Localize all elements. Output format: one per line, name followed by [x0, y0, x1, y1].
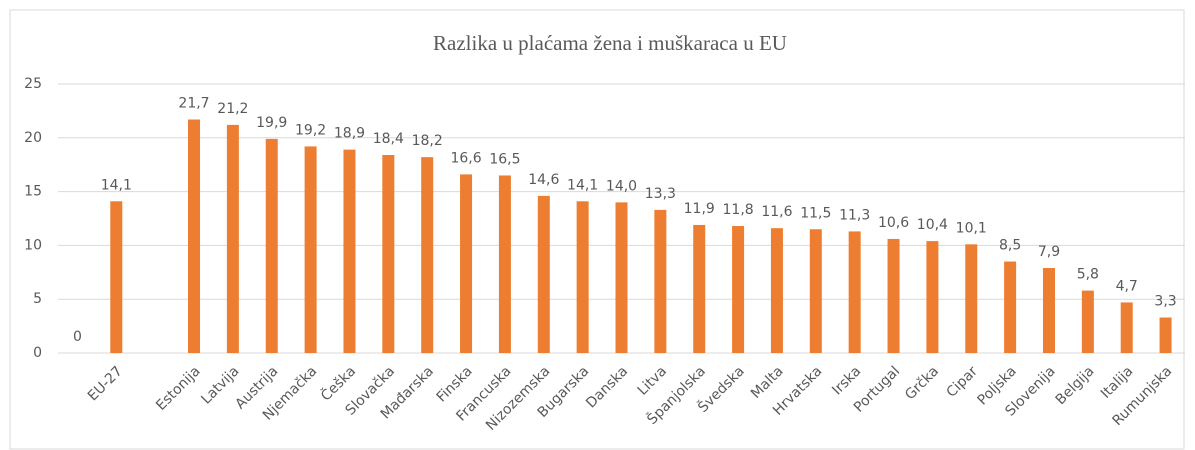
y-tick-label: 5: [33, 291, 42, 307]
value-label: 11,6: [761, 204, 792, 220]
bar: [226, 124, 239, 353]
value-label: 0: [73, 329, 82, 345]
value-label: 10,6: [878, 215, 909, 231]
bar: [615, 202, 628, 353]
value-label: 21,7: [178, 96, 209, 112]
value-label: 19,9: [256, 115, 287, 131]
value-label: 14,1: [567, 177, 598, 193]
y-tick-label: 10: [24, 237, 42, 253]
value-label: 11,5: [800, 205, 831, 221]
value-label: 13,3: [645, 186, 676, 202]
bar: [537, 195, 550, 353]
bar: [732, 226, 745, 353]
y-tick-label: 0: [33, 345, 42, 361]
value-label: 8,5: [999, 238, 1021, 254]
bar: [460, 174, 473, 353]
value-label: 7,9: [1038, 244, 1060, 260]
bar: [576, 201, 589, 353]
bar: [1081, 290, 1094, 353]
value-label: 10,1: [956, 220, 987, 236]
bar: [770, 228, 783, 353]
y-tick-label: 20: [24, 130, 42, 146]
bar: [343, 149, 356, 353]
y-tick-label: 25: [24, 76, 42, 92]
value-label: 3,3: [1154, 293, 1176, 309]
bar: [926, 241, 939, 353]
value-label: 16,6: [450, 150, 481, 166]
bar: [1159, 317, 1172, 353]
value-label: 11,9: [684, 201, 715, 217]
chart-frame: [9, 9, 1185, 450]
bar: [110, 201, 123, 353]
bar: [498, 175, 511, 353]
bar: [304, 146, 317, 353]
value-label: 14,6: [528, 172, 559, 188]
value-label: 21,2: [217, 101, 248, 117]
bar: [188, 119, 201, 354]
bar: [1042, 267, 1055, 353]
y-tick-label: 15: [24, 184, 42, 200]
value-label: 10,4: [917, 217, 948, 233]
value-label: 11,3: [839, 207, 870, 223]
value-label: 18,2: [412, 133, 443, 149]
value-label: 16,5: [489, 151, 520, 167]
bar: [1004, 261, 1017, 353]
bar: [848, 231, 861, 353]
bar: [965, 244, 978, 353]
bar: [382, 155, 395, 353]
value-label: 18,9: [334, 126, 365, 142]
bar: [654, 209, 667, 353]
bar: [421, 157, 434, 353]
value-label: 14,1: [101, 177, 132, 193]
value-label: 18,4: [373, 131, 404, 147]
bar: [265, 138, 278, 353]
value-label: 5,8: [1077, 267, 1099, 283]
value-label: 4,7: [1116, 278, 1138, 294]
bar: [693, 224, 706, 353]
bar: [809, 229, 822, 353]
value-label: 14,0: [606, 178, 637, 194]
value-label: 11,8: [723, 202, 754, 218]
bar: [887, 238, 900, 353]
bar: [1120, 302, 1133, 353]
chart-title: Razlika u plaćama žena i muškaraca u EU: [433, 31, 787, 55]
value-label: 19,2: [295, 122, 326, 138]
